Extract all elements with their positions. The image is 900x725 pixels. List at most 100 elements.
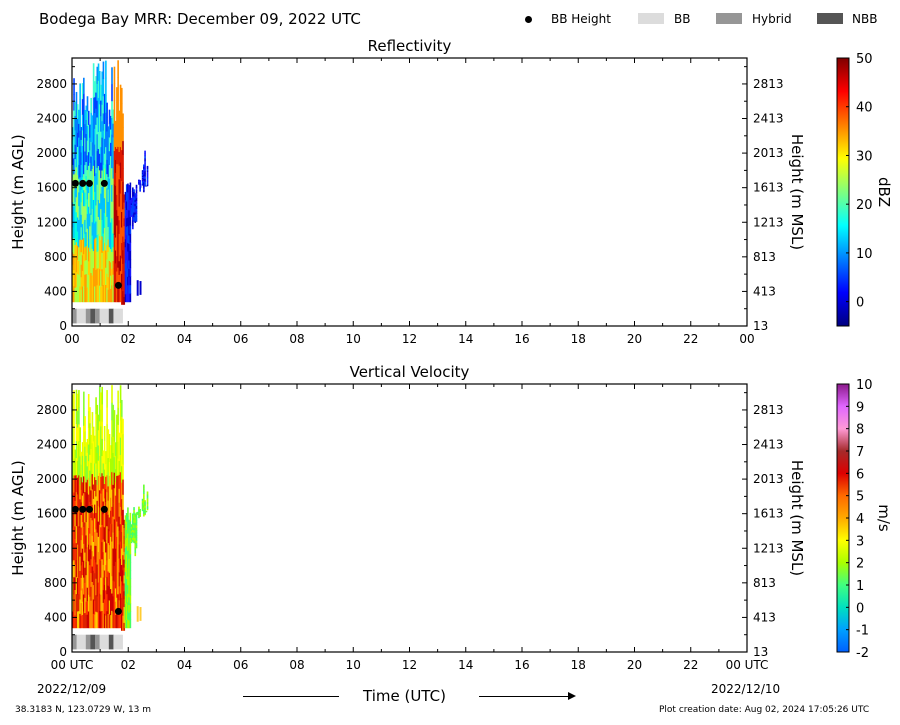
heatmap-cell (141, 506, 144, 508)
heatmap-cell (74, 462, 77, 476)
heatmap-cell (102, 113, 105, 131)
heatmap-cell (95, 496, 97, 513)
heatmap-cell (87, 444, 90, 462)
heatmap-cell (105, 163, 107, 182)
heatmap-cell (122, 509, 124, 525)
heatmap-cell (132, 533, 134, 536)
heatmap-cell (75, 576, 78, 595)
heatmap-cell (114, 588, 117, 602)
y-tick-label: 0 (59, 319, 67, 333)
heatmap-cell (89, 251, 91, 265)
heatmap-cell (103, 512, 106, 528)
heatmap-cell (135, 514, 138, 518)
bb-type-cell (81, 634, 87, 650)
heatmap-cell (130, 537, 133, 540)
heatmap-cell (78, 192, 80, 207)
heatmap-cell (101, 170, 104, 188)
heatmap-cell (143, 178, 145, 181)
heatmap-cell (74, 564, 77, 578)
heatmap-cell (123, 543, 126, 552)
heatmap-cell (141, 170, 144, 172)
heatmap-cell (74, 551, 77, 565)
heatmap-cell (130, 208, 133, 211)
heatmap-cell (90, 141, 92, 157)
heatmap-cell (135, 210, 138, 214)
heatmap-cell (146, 168, 149, 171)
heatmap-cell (128, 193, 130, 203)
heatmap-cell (122, 195, 124, 210)
heatmap-cell (91, 288, 94, 303)
heatmap-cell (112, 260, 115, 275)
heatmap-cell (83, 221, 85, 239)
heatmap-cell (108, 288, 111, 303)
heatmap-cell (95, 594, 97, 612)
heatmap-cell (84, 260, 86, 275)
heatmap-cell (75, 491, 78, 510)
heatmap-cell (129, 276, 132, 286)
y-tick-right-label: 813 (753, 250, 776, 264)
heatmap-cell (86, 506, 89, 521)
heatmap-cell (122, 600, 124, 616)
bb-type-cell (118, 308, 123, 324)
heatmap-cell (113, 534, 116, 551)
heatmap-cell (79, 286, 81, 303)
heatmap-cell (84, 151, 86, 166)
heatmap-cell (117, 576, 119, 595)
heatmap-cell (107, 126, 110, 140)
heatmap-cell (74, 273, 77, 288)
heatmap-cell (138, 511, 140, 513)
heatmap-cell (72, 251, 74, 265)
heatmap-cell (143, 504, 145, 508)
heatmap-cell (91, 181, 94, 196)
heatmap-cell (144, 165, 146, 169)
heatmap-cell (87, 219, 90, 234)
heatmap-cell (95, 188, 97, 206)
heatmap-cell (92, 216, 95, 235)
heatmap-cell (103, 93, 106, 110)
heatmap-cell (94, 476, 96, 491)
y-tick-right-label: 13 (753, 319, 768, 333)
heatmap-cell (84, 274, 86, 289)
heatmap-cell (96, 234, 99, 252)
heatmap-cell (146, 184, 149, 187)
heatmap-cell (146, 170, 149, 172)
bb-type-cell (90, 634, 96, 650)
heatmap-cell (86, 465, 89, 480)
heatmap-cell (98, 136, 101, 154)
heatmap-cell (100, 177, 102, 194)
heatmap-cell (73, 126, 75, 143)
heatmap-cell (89, 225, 91, 239)
heatmap-cell (81, 223, 84, 240)
heatmap-cell (74, 538, 77, 552)
heatmap-cell (134, 209, 137, 213)
heatmap-cell (129, 191, 132, 200)
heatmap-cell (98, 576, 101, 594)
heatmap-cell (105, 181, 107, 199)
heatmap-cell (117, 215, 119, 234)
heatmap-cell (111, 184, 113, 202)
heatmap-cell (125, 578, 128, 588)
heatmap-cell (146, 501, 149, 504)
top-legend: BB Height BB Hybrid NBB (0, 0, 900, 36)
heatmap-cell (74, 230, 77, 245)
heatmap-cell (143, 491, 145, 494)
heatmap-cell (139, 181, 141, 183)
heatmap-cell (84, 446, 86, 462)
heatmap-cell (96, 564, 99, 581)
heatmap-cell (91, 550, 94, 567)
heatmap-cell (129, 603, 132, 612)
heatmap-cell (117, 543, 119, 561)
heatmap-cell (107, 585, 110, 600)
heatmap-cell (84, 597, 86, 614)
heatmap-cell (123, 288, 126, 297)
heatmap-cell (86, 154, 89, 171)
heatmap-cell (130, 529, 133, 532)
x-axis-label: Time (UTC) (363, 687, 446, 705)
heatmap-cell (81, 98, 84, 115)
heatmap-cell (130, 532, 133, 534)
heatmap-cell (128, 558, 130, 567)
heatmap-cell (129, 208, 132, 218)
heatmap-cell (72, 264, 74, 278)
heatmap-cell (100, 270, 102, 287)
heatmap-cell (122, 127, 124, 142)
